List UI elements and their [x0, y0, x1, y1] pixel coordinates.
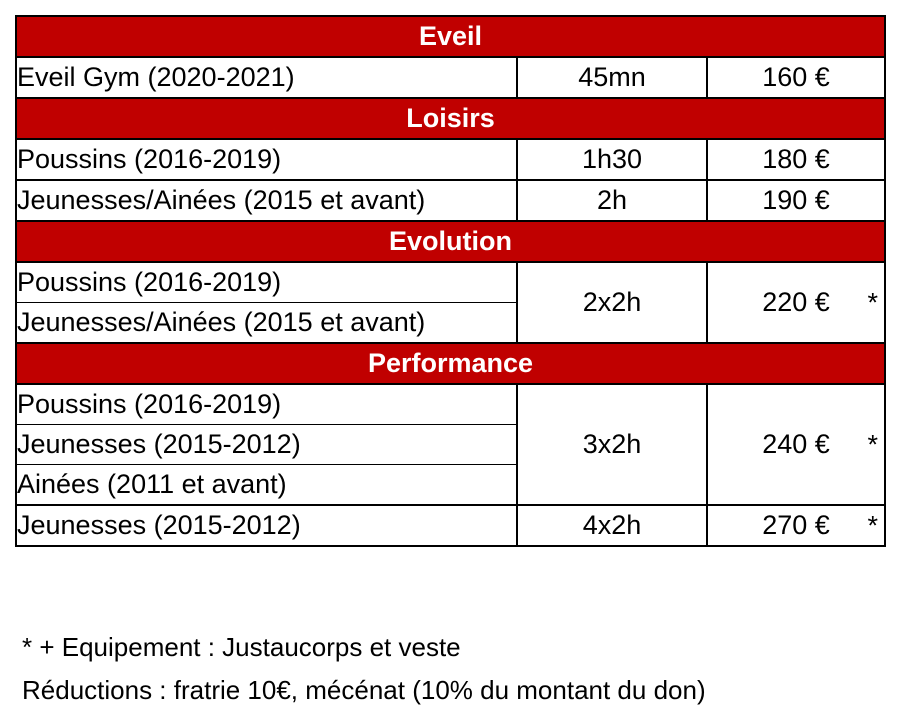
- section-title: Performance: [14, 342, 887, 385]
- group-name: Jeunesses (2015-2012): [15, 504, 518, 547]
- asterisk-mark: *: [867, 287, 879, 317]
- table-row: Poussins (2016-2019) 1h30 180 €: [15, 138, 887, 181]
- group-name: Jeunesses/Ainées (2015 et avant): [15, 302, 518, 344]
- price-cell: 240 € *: [705, 383, 887, 506]
- footnote-reductions: Réductions : fratrie 10€, mécénat (10% d…: [22, 675, 706, 705]
- group-name: Jeunesses/Ainées (2015 et avant): [15, 179, 518, 222]
- price-cell: 160 €: [705, 56, 887, 99]
- footnotes: * + Equipement : Justaucorps et veste Ré…: [22, 626, 706, 712]
- price-value: 160 €: [762, 62, 830, 92]
- table-row: Eveil Gym (2020-2021) 45mn 160 €: [15, 56, 887, 99]
- price-cell: 190 €: [705, 179, 887, 222]
- section-title: Evolution: [14, 220, 887, 263]
- duration-cell: 1h30: [516, 138, 708, 181]
- price-cell: 180 €: [705, 138, 887, 181]
- duration-cell: 45mn: [516, 56, 708, 99]
- price-value: 190 €: [762, 185, 830, 215]
- group-name: Poussins (2016-2019): [15, 261, 518, 303]
- group-name: Poussins (2016-2019): [15, 138, 518, 181]
- section-header-performance: Performance: [14, 342, 887, 385]
- group-name: Eveil Gym (2020-2021): [15, 56, 518, 99]
- table-row: Jeunesses/Ainées (2015 et avant): [15, 302, 885, 344]
- group-name: Poussins (2016-2019): [15, 383, 518, 425]
- section-title: Loisirs: [14, 97, 887, 140]
- duration-cell: 2x2h: [516, 261, 708, 344]
- section-header-evolution: Evolution: [14, 220, 887, 263]
- duration-cell: 4x2h: [516, 504, 708, 547]
- price-cell: 220 € *: [705, 261, 887, 344]
- asterisk-mark: *: [867, 510, 879, 540]
- asterisk-mark: *: [867, 429, 879, 459]
- table-row: Poussins (2016-2019) 2x2h 220 € *: [15, 261, 887, 344]
- footnote-equipment: * + Equipement : Justaucorps et veste: [22, 632, 461, 662]
- group-name: Ainées (2011 et avant): [15, 464, 518, 506]
- price-cell: 270 € *: [705, 504, 887, 547]
- table-row: Jeunesses (2015-2012) 4x2h 270 € *: [15, 504, 887, 547]
- table-row: Jeunesses (2015-2012): [15, 424, 885, 465]
- duration-cell: 2h: [516, 179, 708, 222]
- section-title: Eveil: [14, 15, 887, 58]
- price-value: 220 €: [762, 287, 830, 317]
- price-value: 240 €: [762, 429, 830, 459]
- price-value: 180 €: [762, 144, 830, 174]
- duration-cell: 3x2h: [516, 383, 708, 506]
- price-value: 270 €: [762, 510, 830, 540]
- section-header-eveil: Eveil: [14, 15, 887, 58]
- table-row: Jeunesses/Ainées (2015 et avant) 2h 190 …: [15, 179, 887, 222]
- section-header-loisirs: Loisirs: [14, 97, 887, 140]
- group-name: Jeunesses (2015-2012): [15, 424, 518, 465]
- table-row: Ainées (2011 et avant): [15, 464, 885, 506]
- table-row: Poussins (2016-2019) 3x2h 240 € *: [15, 383, 887, 506]
- pricing-table: Eveil Eveil Gym (2020-2021) 45mn 160 € L…: [14, 15, 887, 547]
